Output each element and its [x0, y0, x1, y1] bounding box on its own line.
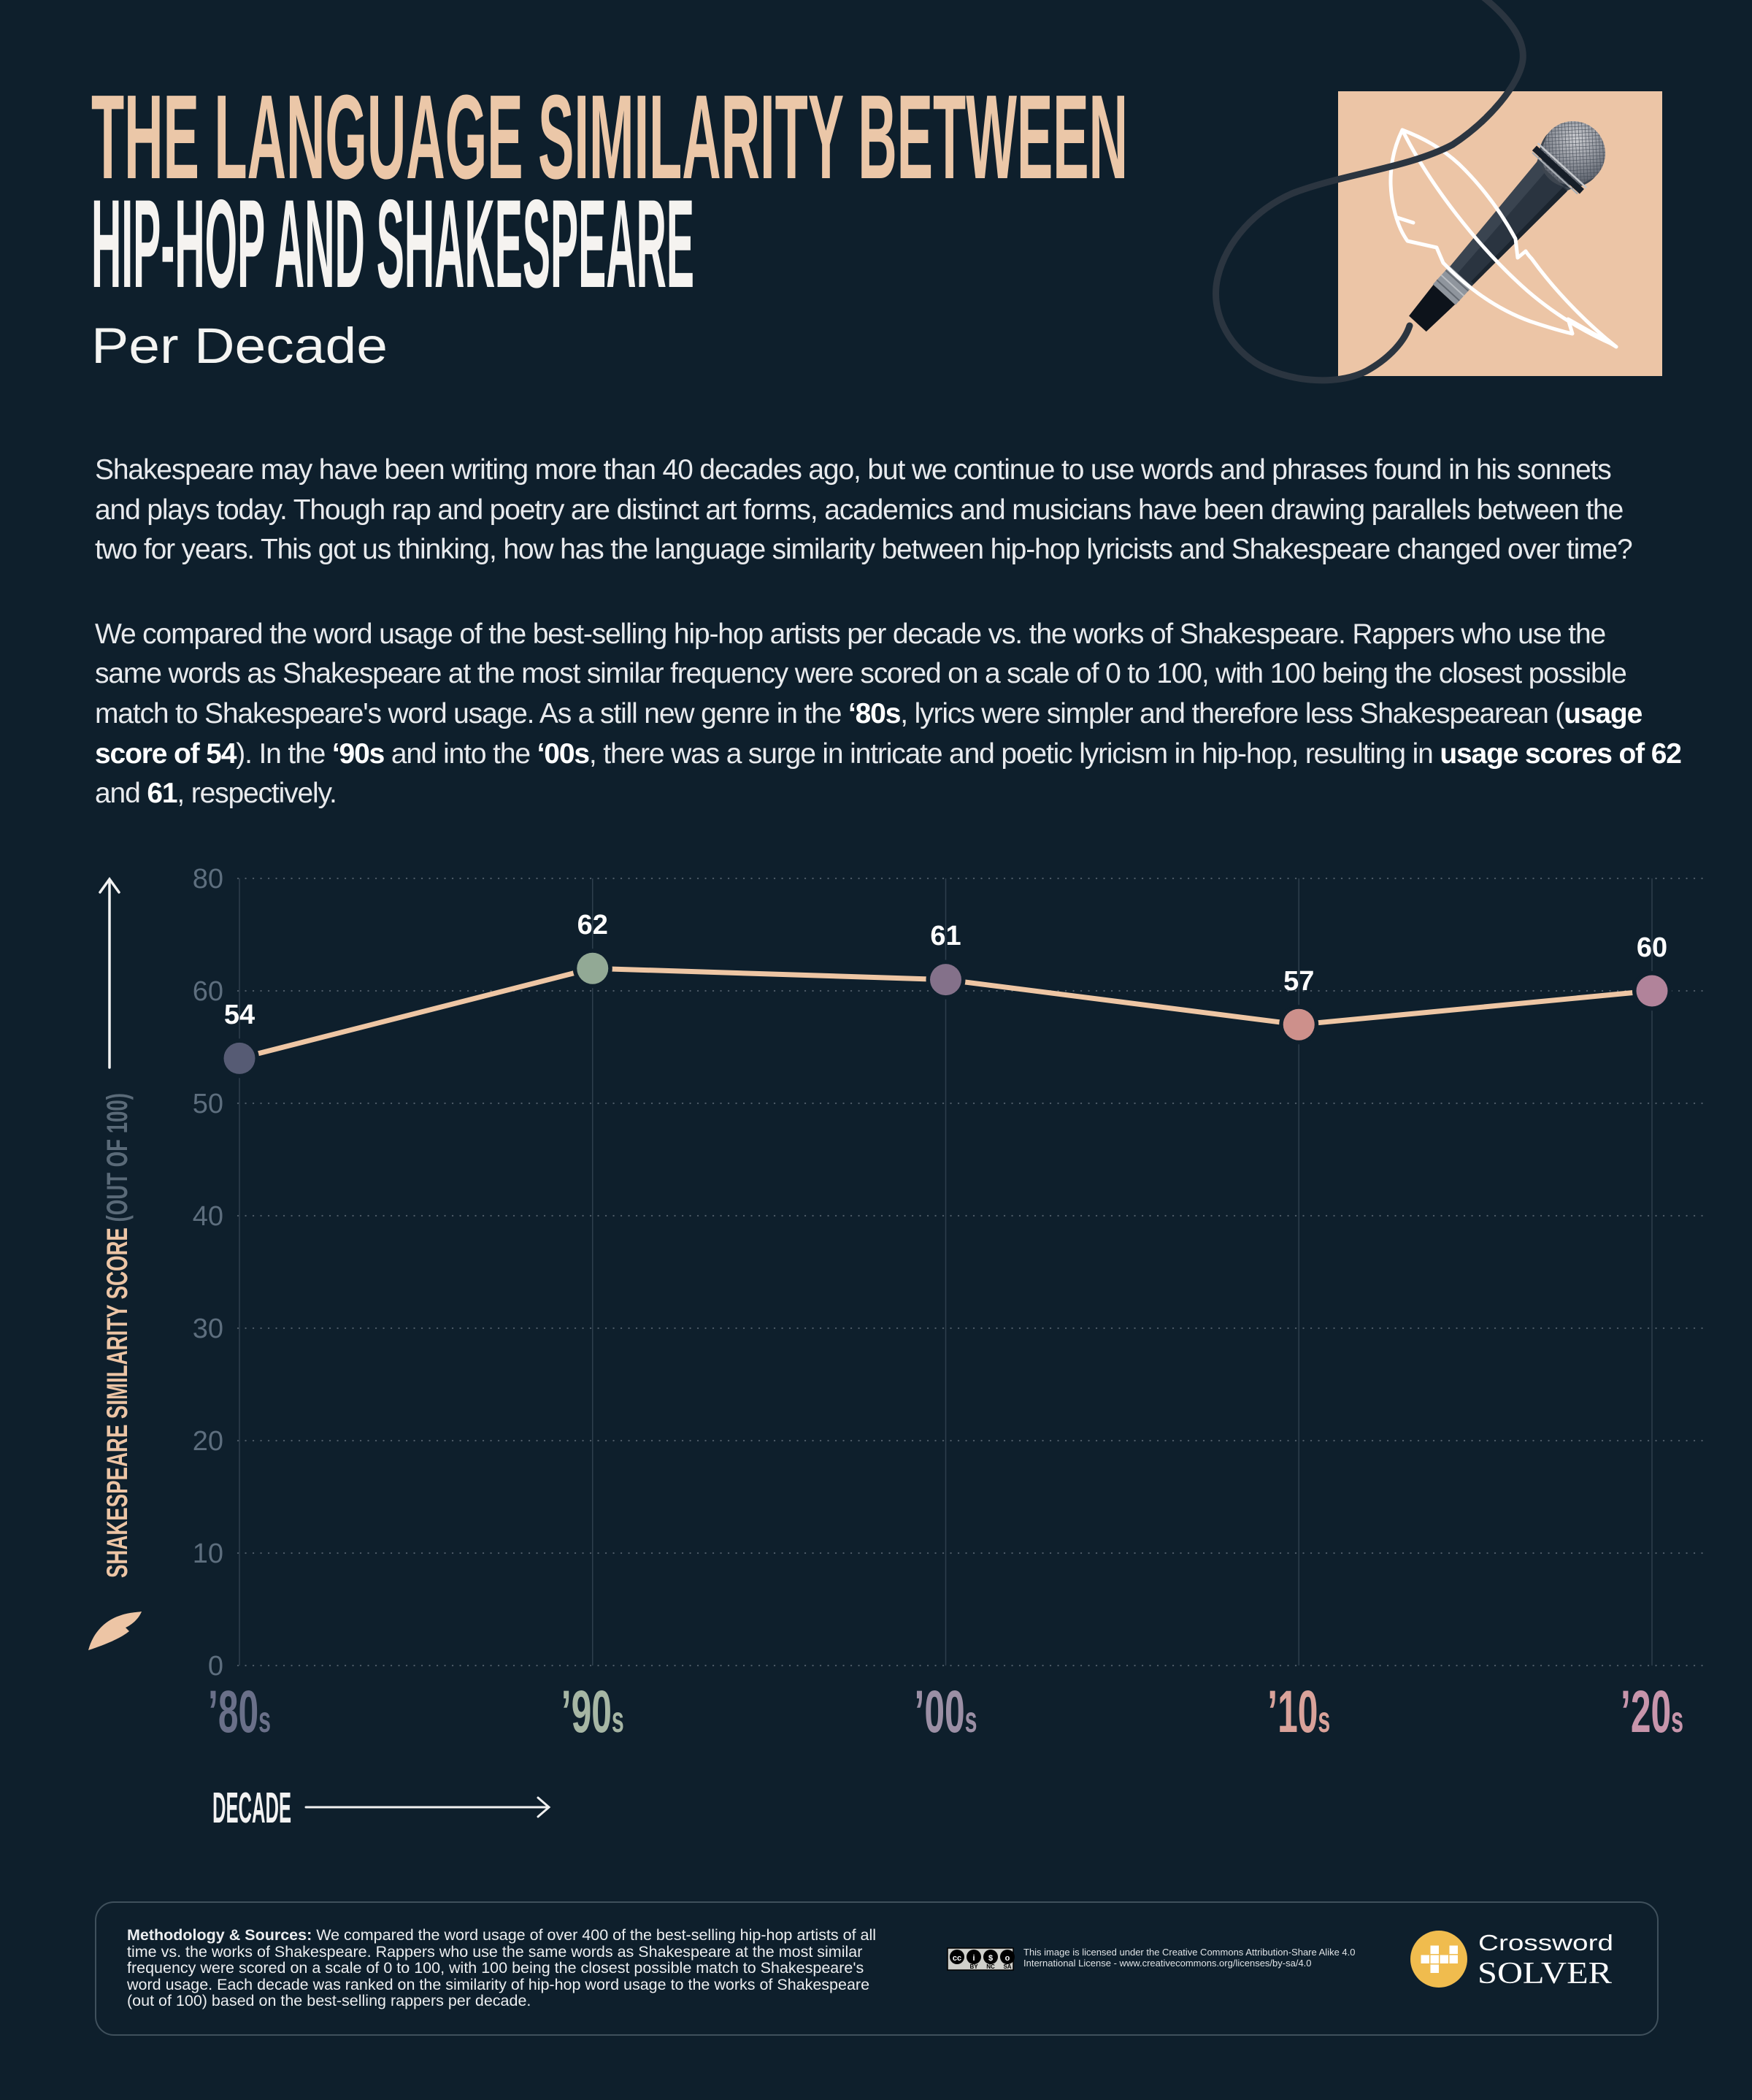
svg-text:54: 54	[224, 1000, 255, 1030]
svg-text:HIP-HOP AND SHAKESPEARE: HIP-HOP AND SHAKESPEARE	[91, 174, 694, 314]
svg-text:SOLVER: SOLVER	[1478, 1957, 1612, 1990]
svg-text:62: 62	[577, 910, 608, 940]
svg-text:57: 57	[1283, 966, 1314, 997]
svg-text:Per Decade: Per Decade	[91, 318, 388, 374]
svg-text:10: 10	[193, 1538, 223, 1569]
svg-text:DECADE: DECADE	[212, 1784, 291, 1832]
svg-text:NC: NC	[986, 1963, 995, 1970]
svg-text:Crossword: Crossword	[1478, 1930, 1613, 1955]
svg-text:cc: cc	[953, 1954, 961, 1963]
svg-text:60: 60	[1637, 932, 1667, 963]
svg-text:40: 40	[193, 1201, 223, 1232]
svg-text:SHAKESPEARE SIMILARITY SCORE (: SHAKESPEARE SIMILARITY SCORE (OUT OF 100…	[101, 1093, 134, 1578]
svg-text:’00s: ’00s	[915, 1679, 977, 1745]
svg-text:i: i	[972, 1954, 975, 1963]
svg-text:’80s: ’80s	[208, 1679, 271, 1745]
svg-text:30: 30	[193, 1314, 223, 1344]
svg-text:’10s: ’10s	[1267, 1679, 1330, 1745]
svg-text:20: 20	[193, 1426, 223, 1457]
svg-text:61: 61	[930, 921, 961, 951]
svg-text:$: $	[988, 1954, 993, 1963]
svg-text:50: 50	[193, 1089, 223, 1119]
svg-text:THE LANGUAGE SIMILARITY BETWEE: THE LANGUAGE SIMILARITY BETWEEN	[91, 70, 1128, 204]
svg-text:SA: SA	[1003, 1963, 1011, 1970]
svg-text:80: 80	[193, 864, 223, 894]
svg-text:’90s: ’90s	[561, 1679, 624, 1745]
svg-text:BY: BY	[969, 1963, 978, 1970]
svg-text:’20s: ’20s	[1621, 1679, 1683, 1745]
svg-text:0: 0	[208, 1651, 223, 1682]
svg-text:60: 60	[193, 976, 223, 1007]
svg-text:o: o	[1005, 1954, 1010, 1963]
